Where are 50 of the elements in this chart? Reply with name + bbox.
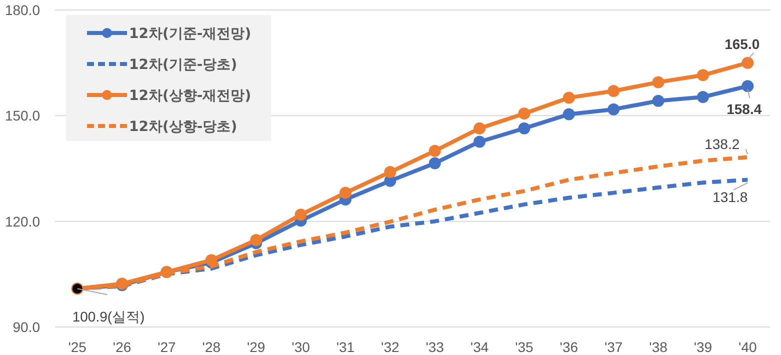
point [696, 91, 709, 103]
point [518, 108, 530, 120]
legend-label: 12차(상향-당초) [129, 119, 238, 135]
legend-label: 12차(기준-당초) [129, 57, 238, 73]
x-tick-label: '26 [112, 339, 132, 355]
x-tick-label: '37 [604, 339, 623, 355]
legend-label: 12차(기준-재전망) [129, 26, 252, 42]
annotation: 131.8 [712, 188, 748, 205]
legend-label: 12차(상향-재전망) [129, 88, 252, 104]
point [652, 94, 664, 107]
point [742, 80, 754, 92]
point [384, 166, 396, 178]
x-tick-label: '38 [649, 339, 668, 355]
point [294, 208, 307, 221]
point [205, 254, 218, 266]
x-tick-label: '40 [738, 339, 757, 355]
point [608, 85, 620, 98]
x-tick-label: '28 [202, 339, 221, 355]
x-tick-label: '27 [158, 339, 176, 355]
annotation: 138.2 [704, 136, 740, 152]
annotation: 100.9(실적) [72, 308, 145, 325]
point [428, 144, 441, 157]
point [696, 69, 709, 82]
x-tick-label: '25 [68, 339, 87, 355]
y-tick-label: 90.0 [12, 319, 40, 335]
annotation: 158.4 [726, 101, 762, 118]
point [608, 103, 620, 116]
point [562, 108, 575, 120]
point [339, 186, 352, 199]
x-tick-label: '35 [515, 339, 534, 355]
point [652, 76, 664, 88]
x-tick-label: '36 [560, 339, 578, 355]
x-tick-label: '29 [246, 339, 266, 355]
point [562, 92, 575, 104]
point [428, 157, 441, 170]
x-tick-label: '33 [426, 339, 444, 355]
y-tick-label: 120.0 [4, 213, 40, 230]
y-tick-label: 180.0 [4, 2, 40, 18]
x-tick-label: '39 [694, 339, 712, 355]
point [474, 136, 486, 148]
point [518, 122, 530, 134]
x-tick-label: '31 [336, 339, 355, 355]
x-tick-label: '32 [381, 339, 400, 355]
y-tick-label: 150.0 [4, 108, 40, 124]
annotation: 165.0 [724, 36, 760, 52]
point [742, 56, 754, 69]
point [250, 234, 262, 246]
x-tick-label: '34 [470, 339, 489, 355]
point [474, 122, 486, 134]
x-tick-label: '30 [292, 339, 310, 355]
